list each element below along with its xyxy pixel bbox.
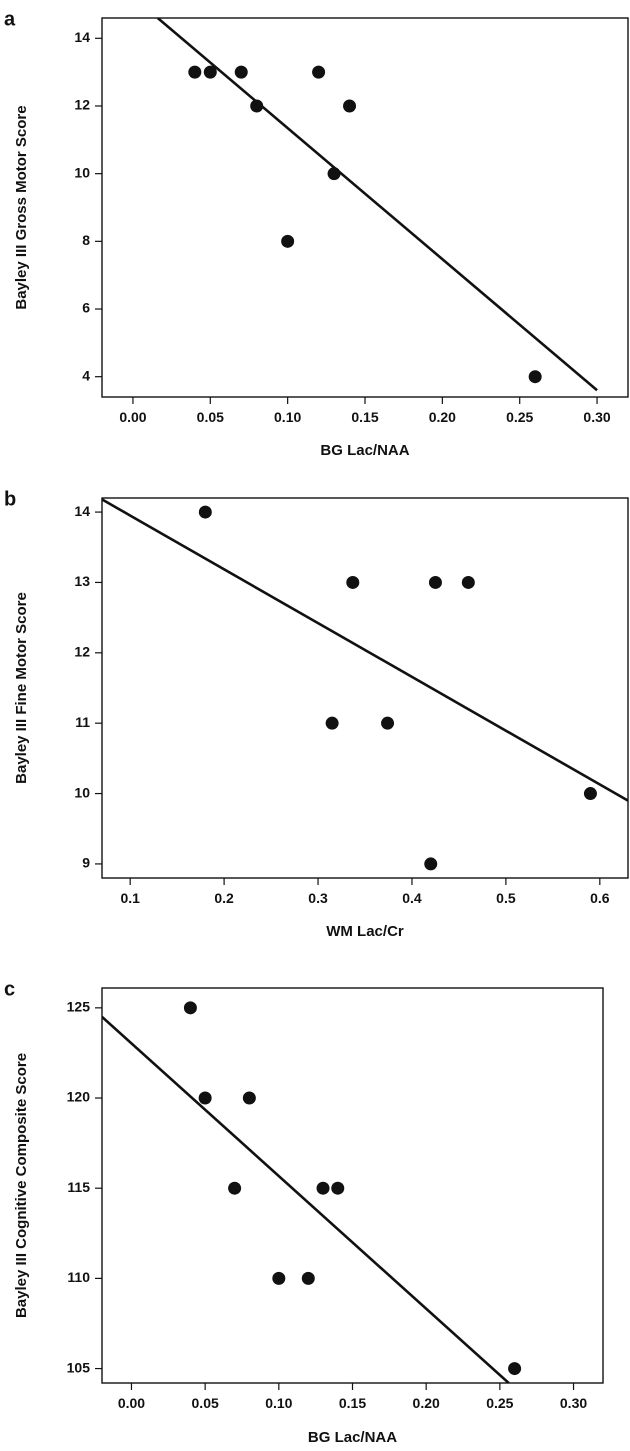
data-point <box>198 1091 212 1105</box>
data-point <box>346 575 360 589</box>
y-tick-label: 10 <box>74 784 90 800</box>
data-point <box>228 1181 242 1195</box>
regression-line <box>102 498 628 802</box>
y-tick-label: 11 <box>75 714 90 730</box>
y-tick-label: 12 <box>74 644 90 660</box>
x-tick-label: 0.00 <box>118 1395 145 1411</box>
data-point <box>301 1271 315 1285</box>
x-axis-title: BG Lac/NAA <box>320 442 409 459</box>
data-point <box>528 370 542 384</box>
plot-frame <box>101 17 629 398</box>
y-tick-label: 105 <box>67 1359 91 1375</box>
x-tick-label: 0.20 <box>413 1395 440 1411</box>
data-point <box>508 1362 522 1376</box>
y-tick-label: 4 <box>82 367 90 383</box>
plot-frame <box>101 497 629 879</box>
y-axis-title: Bayley III Gross Motor Score <box>13 105 30 309</box>
data-point <box>203 65 217 79</box>
y-tick-label: 14 <box>74 29 90 45</box>
y-tick-label: 9 <box>82 855 90 871</box>
x-tick-label: 0.10 <box>274 409 301 425</box>
chart-panel-a: a 0.00 0.05 0.10 0.15 0.20 0.25 0.30 4 6 8 10 12 14 BG… <box>4 8 629 459</box>
data-point <box>188 65 202 79</box>
data-point <box>325 716 339 730</box>
data-point <box>331 1181 345 1195</box>
panel-label: c <box>4 978 15 1000</box>
y-tick-label: 110 <box>67 1269 90 1285</box>
y-axis-title: Bayley III Fine Motor Score <box>13 592 30 784</box>
x-tick-label: 0.1 <box>120 890 140 906</box>
x-tick-label: 0.6 <box>590 890 610 906</box>
data-point <box>327 167 341 181</box>
y-tick-label: 120 <box>67 1089 91 1105</box>
plot-frame <box>101 987 604 1384</box>
x-tick-label: 0.25 <box>486 1395 513 1411</box>
y-tick-label: 125 <box>67 999 91 1015</box>
x-tick-label: 0.30 <box>560 1395 587 1411</box>
regression-line <box>102 1015 510 1383</box>
y-tick-label: 13 <box>74 573 90 589</box>
data-point <box>343 99 357 113</box>
x-tick-label: 0.15 <box>351 409 378 425</box>
y-tick-label: 10 <box>74 164 90 180</box>
data-point <box>183 1001 197 1015</box>
data-point <box>281 234 295 248</box>
x-tick-label: 0.00 <box>119 409 146 425</box>
data-point <box>424 857 438 871</box>
x-tick-label: 0.2 <box>214 890 234 906</box>
chart-panel-c: c 0.00 0.05 0.10 0.15 0.20 0.25 0.30 105 110 115 12… <box>4 978 604 1446</box>
y-tick-label: 14 <box>74 503 90 519</box>
data-point <box>312 65 326 79</box>
x-tick-label: 0.05 <box>197 409 224 425</box>
regression-line <box>156 18 598 392</box>
data-point <box>234 65 248 79</box>
y-tick-label: 115 <box>67 1179 90 1195</box>
y-tick-label: 6 <box>82 300 90 316</box>
x-tick-label: 0.15 <box>339 1395 366 1411</box>
x-tick-label: 0.3 <box>308 890 328 906</box>
panel-label: a <box>4 8 16 30</box>
data-point <box>461 575 475 589</box>
x-tick-label: 0.10 <box>265 1395 292 1411</box>
y-tick-label: 12 <box>74 97 90 113</box>
data-point <box>242 1091 256 1105</box>
data-point <box>381 716 395 730</box>
data-point <box>272 1271 286 1285</box>
data-point <box>198 505 212 519</box>
chart-panel-b: b 0.1 0.2 0.3 0.4 0.5 0.6 9 10 11 12 13 14 WM Lac/Cr B… <box>4 488 629 940</box>
x-tick-label: 0.30 <box>583 409 610 425</box>
y-tick-label: 8 <box>82 232 90 248</box>
x-axis-title: WM Lac/Cr <box>326 923 404 940</box>
x-axis-title: BG Lac/NAA <box>308 1429 397 1446</box>
x-tick-label: 0.20 <box>429 409 456 425</box>
x-tick-label: 0.05 <box>192 1395 219 1411</box>
x-tick-label: 0.5 <box>496 890 516 906</box>
y-axis-title: Bayley III Cognitive Composite Score <box>13 1053 30 1318</box>
data-point <box>250 99 264 113</box>
x-tick-label: 0.4 <box>402 890 422 906</box>
data-point <box>583 787 597 801</box>
x-tick-label: 0.25 <box>506 409 533 425</box>
data-point <box>428 575 442 589</box>
data-point <box>316 1181 330 1195</box>
panel-label: b <box>4 488 16 510</box>
